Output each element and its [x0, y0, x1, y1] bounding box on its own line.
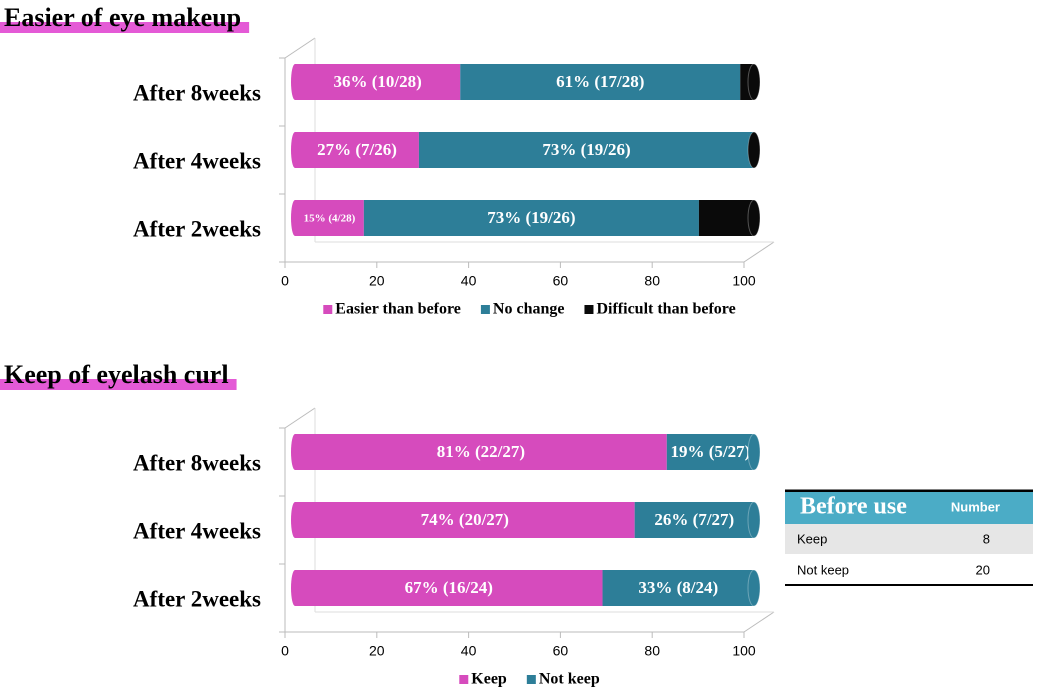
data-label: 33% (8/24) — [638, 578, 718, 597]
table-header-cell: Before use — [800, 494, 907, 520]
y-tick-label: After 8weeks — [133, 80, 261, 105]
bar-segment — [295, 570, 603, 606]
x-tick-label: 80 — [644, 273, 660, 289]
data-label: 81% (22/27) — [437, 442, 525, 461]
bar-segment — [460, 64, 741, 100]
bar-segment — [295, 434, 667, 470]
y-tick-label: After 4weeks — [133, 148, 261, 173]
table-header-cell: Number — [951, 499, 1000, 514]
bar-cap — [291, 434, 299, 470]
bar-segment — [698, 200, 754, 236]
x-tick-label: 100 — [732, 273, 756, 289]
y-tick-label: After 2weeks — [133, 586, 261, 611]
bar-cap — [747, 199, 761, 237]
table-row-bg — [785, 524, 1033, 554]
bar-cap — [291, 502, 299, 538]
bar-cap — [747, 63, 761, 101]
table-cell: 8 — [983, 531, 990, 546]
x-tick-label: 40 — [461, 273, 477, 289]
bar-segment — [666, 434, 754, 470]
before-use-table: Before use Number Keep 8 Not keep 20 — [785, 489, 1033, 586]
x-tick-label: 80 — [644, 643, 660, 659]
axis-wall — [743, 611, 775, 633]
x-tick-label: 100 — [732, 643, 756, 659]
legend-label: Difficult than before — [596, 301, 735, 318]
bar-segment — [418, 132, 754, 168]
legend-label: Keep — [471, 671, 507, 688]
legend-swatch — [480, 305, 490, 314]
data-label: 73% (19/26) — [542, 140, 630, 159]
legend-swatch — [323, 305, 333, 314]
legend-label: Easier than before — [335, 301, 461, 318]
bar-cap — [747, 131, 761, 169]
bar-segment — [602, 570, 754, 606]
bar-segment — [295, 132, 419, 168]
data-label: 27% (7/26) — [317, 140, 397, 159]
bar-cap — [747, 433, 761, 471]
axis-wall — [284, 37, 316, 59]
bar-cap — [747, 501, 761, 539]
legend-swatch — [526, 675, 536, 684]
data-label: 19% (5/27) — [670, 442, 750, 461]
y-tick-label: After 4weeks — [133, 518, 261, 543]
x-tick-label: 40 — [461, 643, 477, 659]
y-tick-label: After 8weeks — [133, 450, 261, 475]
legend-label: Not keep — [539, 671, 600, 688]
x-tick-label: 60 — [553, 643, 569, 659]
x-tick-label: 20 — [369, 273, 385, 289]
y-tick-label: After 2weeks — [133, 216, 261, 241]
data-label: 74% (20/27) — [421, 510, 509, 529]
data-label: 61% (17/28) — [556, 72, 644, 91]
data-label: 73% (19/26) — [487, 208, 575, 227]
x-tick-label: 0 — [281, 273, 289, 289]
bar-cap — [291, 570, 299, 606]
table-cell: Not keep — [797, 562, 849, 577]
data-label: 36% (10/28) — [333, 72, 421, 91]
axis-wall — [743, 241, 775, 263]
chart-title: Easier of eye makeup — [4, 3, 241, 32]
bar-cap — [291, 64, 299, 100]
legend: Keep Not keep — [459, 671, 600, 688]
bar-cap — [291, 132, 299, 168]
table-cell: Keep — [797, 531, 827, 546]
x-tick-label: 20 — [369, 643, 385, 659]
table-header-bg — [785, 492, 1033, 524]
legend-swatch — [459, 675, 469, 684]
data-label: 15% (4/28) — [304, 213, 356, 225]
data-label: 26% (7/27) — [654, 510, 734, 529]
title-highlight — [0, 22, 250, 33]
axis-wall — [284, 407, 316, 429]
table-cell: 20 — [976, 562, 990, 577]
chart-title: Keep of eyelash curl — [4, 360, 229, 389]
bar-segment — [295, 502, 635, 538]
x-tick-label: 60 — [553, 273, 569, 289]
bar-segment — [634, 502, 754, 538]
legend-swatch — [584, 305, 594, 314]
bar-segment — [295, 64, 461, 100]
title-highlight — [0, 379, 237, 390]
bar-segment — [295, 200, 364, 236]
legend: Easier than before No change Difficult tha… — [323, 301, 736, 318]
bar-cap — [291, 200, 299, 236]
data-label: 67% (16/24) — [405, 578, 493, 597]
bar-segment — [363, 200, 699, 236]
x-tick-label: 0 — [281, 643, 289, 659]
legend-label: No change — [493, 301, 565, 318]
bar-cap — [747, 569, 761, 607]
